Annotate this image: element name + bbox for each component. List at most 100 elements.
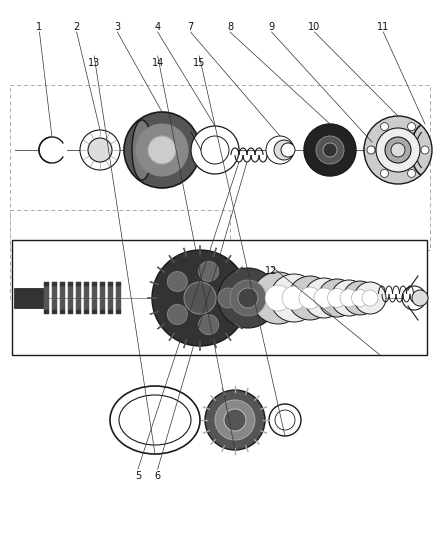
Circle shape bbox=[199, 314, 219, 335]
Bar bbox=[100, 310, 105, 314]
Circle shape bbox=[304, 278, 344, 318]
Bar bbox=[92, 282, 97, 286]
Bar bbox=[44, 282, 49, 286]
Text: 9: 9 bbox=[268, 22, 275, 32]
Circle shape bbox=[391, 143, 405, 157]
Bar bbox=[108, 282, 113, 286]
Text: 14: 14 bbox=[152, 58, 164, 68]
Circle shape bbox=[343, 281, 377, 315]
Circle shape bbox=[331, 280, 367, 316]
Bar bbox=[10, 210, 230, 300]
Circle shape bbox=[191, 126, 239, 174]
Text: 1: 1 bbox=[36, 22, 42, 32]
Bar bbox=[60, 286, 65, 310]
Circle shape bbox=[218, 268, 278, 328]
Bar bbox=[84, 286, 89, 310]
Circle shape bbox=[39, 137, 65, 163]
Circle shape bbox=[381, 123, 389, 131]
Bar bbox=[12, 240, 427, 355]
Circle shape bbox=[318, 279, 356, 317]
Bar bbox=[84, 310, 89, 314]
Text: 3: 3 bbox=[114, 22, 120, 32]
Text: 13: 13 bbox=[88, 58, 100, 68]
Bar bbox=[116, 310, 121, 314]
Circle shape bbox=[224, 409, 246, 431]
Circle shape bbox=[238, 288, 258, 308]
Circle shape bbox=[288, 276, 332, 320]
Circle shape bbox=[80, 130, 120, 170]
Bar bbox=[68, 286, 73, 310]
Circle shape bbox=[184, 282, 216, 314]
Bar bbox=[52, 310, 57, 314]
Circle shape bbox=[354, 282, 386, 314]
Circle shape bbox=[368, 146, 376, 154]
Circle shape bbox=[270, 274, 318, 322]
Circle shape bbox=[266, 136, 294, 164]
Bar bbox=[100, 282, 105, 286]
Circle shape bbox=[148, 136, 176, 164]
Circle shape bbox=[385, 137, 411, 163]
Circle shape bbox=[199, 261, 219, 281]
Circle shape bbox=[299, 287, 321, 309]
Bar bbox=[52, 286, 57, 310]
Text: 5: 5 bbox=[135, 471, 141, 481]
Circle shape bbox=[269, 404, 301, 436]
Circle shape bbox=[376, 128, 420, 172]
Bar bbox=[50, 136, 66, 164]
Circle shape bbox=[282, 286, 306, 310]
Circle shape bbox=[218, 288, 238, 308]
Text: 4: 4 bbox=[155, 22, 161, 32]
Bar bbox=[108, 286, 113, 310]
Circle shape bbox=[364, 116, 432, 184]
Bar bbox=[92, 286, 97, 310]
Text: 8: 8 bbox=[227, 22, 233, 32]
Circle shape bbox=[205, 390, 265, 450]
Bar bbox=[14, 288, 44, 308]
Circle shape bbox=[124, 112, 200, 188]
Circle shape bbox=[381, 169, 389, 177]
Text: 7: 7 bbox=[187, 22, 194, 32]
Ellipse shape bbox=[132, 120, 152, 180]
Bar bbox=[84, 282, 89, 286]
Circle shape bbox=[412, 290, 428, 306]
Text: 10: 10 bbox=[308, 22, 321, 32]
Circle shape bbox=[265, 285, 291, 311]
Ellipse shape bbox=[110, 386, 200, 454]
Circle shape bbox=[364, 142, 380, 158]
Text: 11: 11 bbox=[377, 22, 389, 32]
Circle shape bbox=[402, 286, 426, 310]
Bar bbox=[116, 286, 121, 310]
Circle shape bbox=[215, 400, 255, 440]
Circle shape bbox=[340, 289, 358, 307]
Circle shape bbox=[304, 124, 356, 176]
Circle shape bbox=[407, 123, 416, 131]
Circle shape bbox=[252, 272, 304, 324]
Circle shape bbox=[421, 146, 429, 154]
Circle shape bbox=[323, 143, 337, 157]
Bar bbox=[76, 282, 81, 286]
Bar bbox=[92, 310, 97, 314]
Bar bbox=[68, 282, 73, 286]
Circle shape bbox=[316, 136, 344, 164]
Circle shape bbox=[274, 140, 294, 160]
Bar bbox=[108, 310, 113, 314]
Circle shape bbox=[136, 124, 188, 176]
Circle shape bbox=[167, 304, 187, 325]
Circle shape bbox=[152, 250, 248, 346]
Bar bbox=[100, 286, 105, 310]
Bar bbox=[60, 282, 65, 286]
Circle shape bbox=[352, 289, 368, 306]
Bar bbox=[68, 310, 73, 314]
Bar bbox=[10, 85, 430, 250]
Circle shape bbox=[275, 410, 295, 430]
Text: 12: 12 bbox=[265, 266, 278, 277]
Circle shape bbox=[314, 288, 334, 308]
Circle shape bbox=[407, 169, 416, 177]
Bar bbox=[116, 282, 121, 286]
Bar bbox=[76, 310, 81, 314]
Bar bbox=[60, 310, 65, 314]
Circle shape bbox=[230, 280, 266, 316]
Bar bbox=[76, 286, 81, 310]
Circle shape bbox=[362, 290, 378, 306]
Circle shape bbox=[167, 271, 187, 292]
